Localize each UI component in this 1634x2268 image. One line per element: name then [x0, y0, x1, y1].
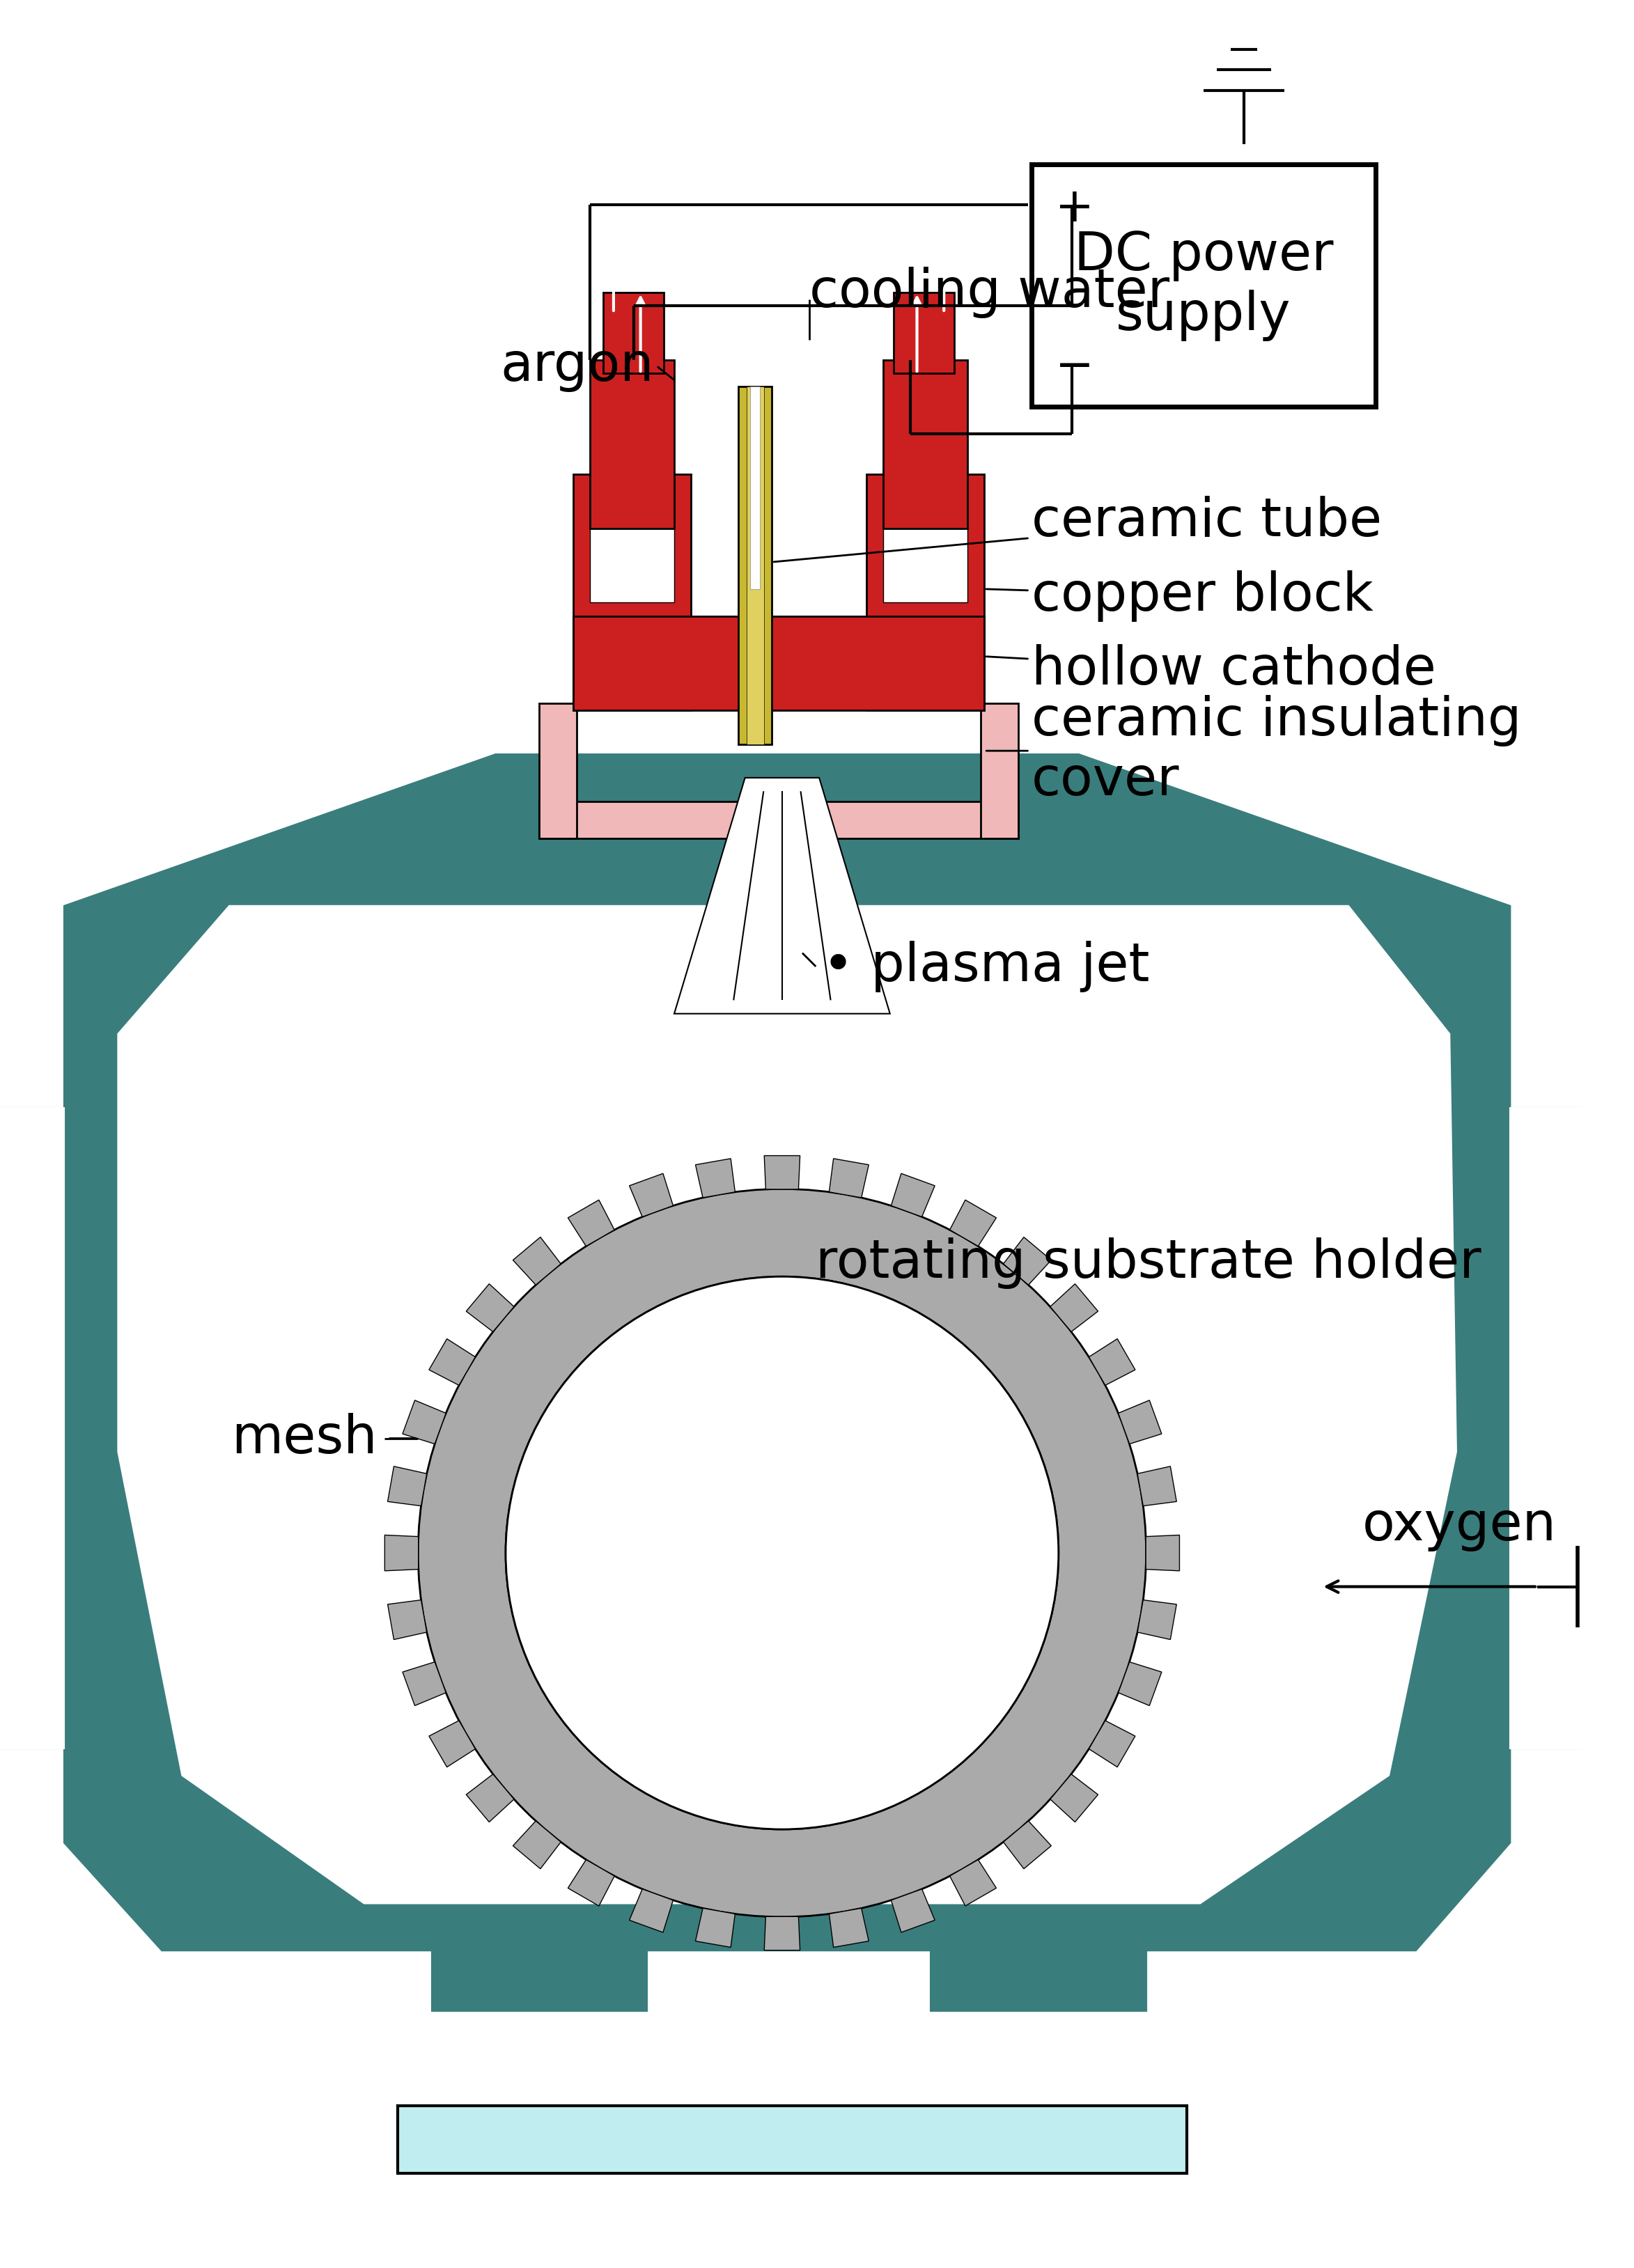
Polygon shape: [828, 1159, 869, 1198]
Polygon shape: [402, 1662, 446, 1706]
Bar: [750, 388, 760, 590]
Polygon shape: [949, 1860, 997, 1905]
Polygon shape: [64, 755, 1510, 1950]
Polygon shape: [0, 1109, 64, 1749]
Polygon shape: [1510, 1109, 1582, 1749]
Polygon shape: [1510, 1109, 1582, 1749]
Polygon shape: [828, 1907, 869, 1948]
Polygon shape: [1051, 1284, 1098, 1331]
Polygon shape: [1145, 1535, 1180, 1572]
Bar: [590, 361, 675, 528]
Polygon shape: [696, 1907, 735, 1948]
Polygon shape: [387, 1599, 426, 1640]
Text: DC power
supply: DC power supply: [1074, 229, 1333, 340]
Bar: [894, 293, 954, 374]
Polygon shape: [569, 1860, 614, 1905]
Polygon shape: [1118, 1399, 1162, 1445]
Bar: [930, 1950, 1145, 2012]
Bar: [397, 2105, 1186, 2173]
Polygon shape: [466, 1774, 515, 1821]
Polygon shape: [384, 1535, 418, 1572]
Text: copper block: copper block: [987, 569, 1373, 621]
Polygon shape: [1003, 1821, 1051, 1869]
Bar: [603, 293, 663, 374]
Polygon shape: [1137, 1599, 1176, 1640]
Polygon shape: [430, 1721, 475, 1767]
Polygon shape: [387, 1467, 426, 1506]
Polygon shape: [1118, 1662, 1162, 1706]
Polygon shape: [466, 1284, 515, 1331]
Polygon shape: [891, 1889, 935, 1932]
Bar: [739, 388, 771, 744]
Polygon shape: [430, 1338, 475, 1386]
Polygon shape: [891, 1173, 935, 1218]
Polygon shape: [0, 1109, 64, 1749]
Bar: [539, 801, 1018, 839]
Polygon shape: [629, 1173, 673, 1218]
Polygon shape: [402, 1399, 446, 1445]
Text: −: −: [1056, 342, 1095, 390]
Bar: [884, 481, 967, 603]
Polygon shape: [629, 1889, 673, 1932]
Polygon shape: [765, 1157, 801, 1188]
Polygon shape: [949, 1200, 997, 1245]
Polygon shape: [513, 1236, 560, 1286]
Polygon shape: [1088, 1338, 1136, 1386]
Bar: [574, 474, 691, 710]
Text: hollow cathode: hollow cathode: [987, 644, 1436, 696]
Bar: [980, 703, 1018, 839]
Bar: [574, 617, 984, 710]
Bar: [747, 388, 765, 744]
Text: oxygen: oxygen: [1361, 1499, 1556, 1551]
Polygon shape: [1088, 1721, 1136, 1767]
Text: argon: argon: [500, 340, 654, 392]
Polygon shape: [513, 1821, 560, 1869]
Text: rotating substrate holder: rotating substrate holder: [815, 1238, 1482, 1288]
Polygon shape: [569, 1200, 614, 1245]
Text: mesh: mesh: [232, 1413, 377, 1465]
Bar: [866, 474, 984, 710]
Text: cooling water: cooling water: [809, 268, 1170, 318]
Polygon shape: [1051, 1774, 1098, 1821]
Polygon shape: [765, 1916, 801, 1950]
Circle shape: [505, 1277, 1059, 1830]
Bar: [431, 1950, 647, 2012]
Bar: [590, 481, 675, 603]
Polygon shape: [1003, 1236, 1051, 1286]
Bar: [884, 361, 967, 528]
Polygon shape: [1137, 1467, 1176, 1506]
Bar: [1031, 163, 1376, 406]
Text: • plasma jet: • plasma jet: [822, 941, 1150, 993]
Polygon shape: [675, 778, 891, 1014]
Text: ceramic insulating
cover: ceramic insulating cover: [987, 696, 1521, 807]
Polygon shape: [696, 1159, 735, 1198]
Text: +: +: [1056, 186, 1095, 231]
Polygon shape: [118, 905, 1456, 1903]
Text: ceramic tube: ceramic tube: [775, 497, 1382, 562]
Bar: [539, 703, 577, 839]
